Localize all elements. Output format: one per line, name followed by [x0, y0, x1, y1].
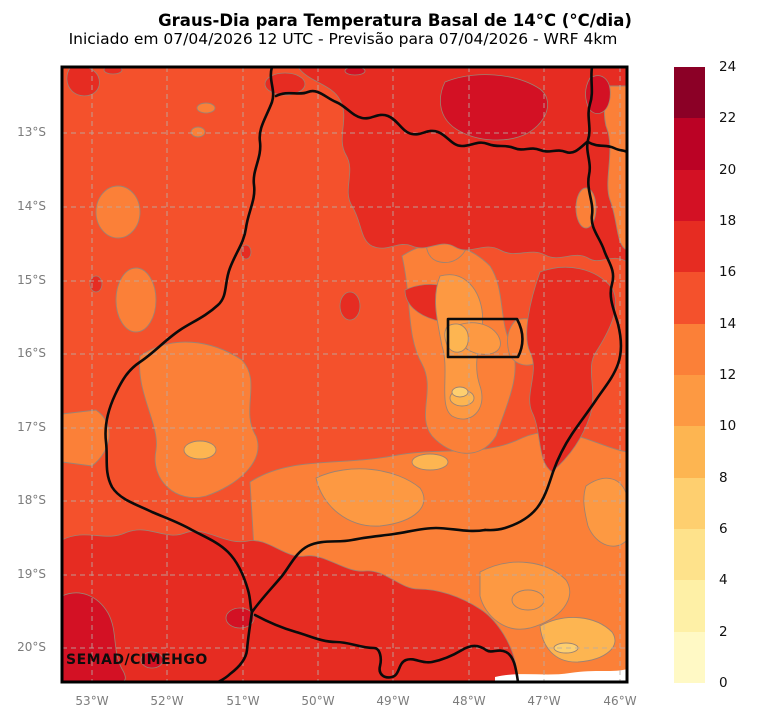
page-subtitle: Iniciado em 07/04/2026 12 UTC - Previsão… [68, 30, 618, 48]
page-title: Graus-Dia para Temperatura Basal de 14°C… [158, 11, 632, 30]
x-tick-label: 47°W [527, 694, 561, 708]
y-tick-label: 17°S [17, 420, 46, 434]
colorbar-tick-label: 18 [719, 213, 737, 229]
x-tick-label: 49°W [376, 694, 410, 708]
colorbar-tick-label: 22 [719, 110, 737, 127]
distrito-federal-outline [446, 317, 524, 359]
colorbar-tick-label: 10 [719, 418, 737, 435]
colorbar-tick-label: 2 [719, 623, 728, 640]
colorbar-tick-label: 6 [719, 521, 728, 537]
colorbar-tick-label: 0 [719, 675, 728, 691]
map-fill-layers [62, 67, 627, 682]
colorbar-segment [674, 528, 705, 581]
colorbar-segment [674, 374, 705, 427]
credit-label: SEMAD/CIMEHGO [66, 652, 208, 668]
colorbar [674, 67, 705, 683]
y-tick-label: 16°S [17, 346, 46, 360]
colorbar-tick-label: 24 [719, 59, 737, 75]
colorbar-tick-label: 16 [719, 264, 737, 281]
y-tick-label: 14°S [17, 199, 46, 213]
y-tick-label: 13°S [17, 125, 46, 139]
y-tick-label: 15°S [17, 273, 46, 287]
colorbar-tick-label: 8 [719, 469, 728, 486]
y-tick-label: 20°S [17, 640, 46, 654]
colorbar-segment [674, 220, 705, 273]
y-tick-label: 19°S [17, 567, 46, 581]
colorbar-segment [674, 169, 705, 221]
colorbar-tick-label: 12 [719, 367, 737, 383]
colorbar-segment [674, 426, 705, 478]
colorbar-segment [674, 631, 705, 683]
x-tick-label: 53°W [75, 694, 109, 708]
colorbar-tick-label: 14 [719, 315, 737, 332]
x-tick-label: 51°W [226, 694, 260, 708]
map-frame [60, 65, 629, 684]
x-tick-label: 46°W [603, 694, 637, 708]
colorbar-segment [674, 118, 705, 170]
graticule-gridlines [62, 67, 627, 682]
colorbar-segment [674, 477, 705, 529]
colorbar-tick-label: 20 [719, 161, 737, 178]
x-tick-label: 48°W [452, 694, 486, 708]
x-tick-label: 52°W [150, 694, 184, 708]
colorbar-segment [674, 272, 705, 324]
colorbar-segment [674, 323, 705, 375]
colorbar-segment [674, 67, 705, 119]
x-tick-label: 50°W [301, 694, 335, 708]
colorbar-tick-label: 4 [719, 572, 728, 589]
y-tick-label: 18°S [17, 493, 46, 507]
colorbar-segment [674, 580, 705, 632]
state-boundary-lines [104, 67, 627, 682]
